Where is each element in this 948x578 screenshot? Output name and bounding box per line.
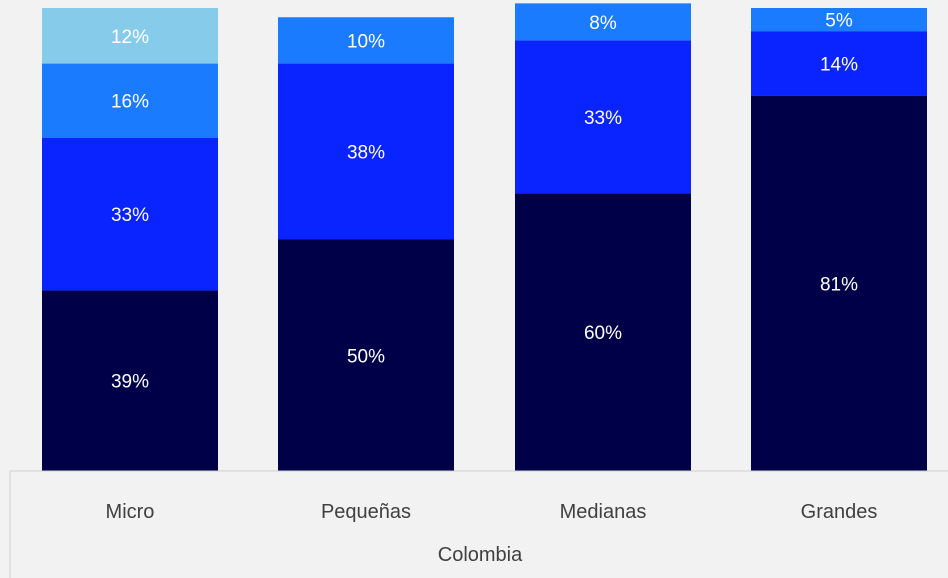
bar-segment-medianas-2 [515,3,691,41]
data-label: 60% [584,323,622,344]
category-label: Medianas [560,501,647,523]
bar-segment-pequeñas-0 [278,239,454,471]
bar-segment-micro-3 [42,8,218,64]
bar-segment-pequeñas-1 [278,63,454,240]
bar-segment-micro-0 [42,290,218,471]
bars-layer: 39% 33% 16% 12% 50% 38% 10% 60% 33% 8% 81% 14% 5% [42,3,927,471]
data-label: 33% [111,205,149,226]
data-label: 39% [111,372,149,393]
data-label: 10% [347,31,385,52]
data-label: 12% [111,27,149,48]
data-label: 33% [584,108,622,129]
data-label: 14% [820,55,858,76]
data-label: 38% [347,143,385,164]
bar-segment-micro-2 [42,63,218,138]
data-label: 16% [111,92,149,113]
category-label: Micro [106,501,155,523]
bar-segment-medianas-1 [515,40,691,194]
bar-segment-micro-1 [42,137,218,291]
category-label: Grandes [801,501,878,523]
category-labels: Micro Pequeñas Medianas Grandes [106,501,878,523]
bar-segment-medianas-0 [515,193,691,471]
data-label: 5% [825,11,853,32]
data-label: 81% [820,274,858,295]
bar-segment-pequeñas-2 [278,17,454,64]
data-label: 50% [347,346,385,367]
bar-segment-grandes-1 [751,31,927,96]
group-label: Colombia [438,544,523,566]
bar-segment-grandes-2 [751,8,927,32]
category-axis [9,470,948,578]
category-label: Pequeñas [321,501,411,523]
bar-segment-grandes-0 [751,95,927,471]
data-label: 8% [589,13,617,34]
